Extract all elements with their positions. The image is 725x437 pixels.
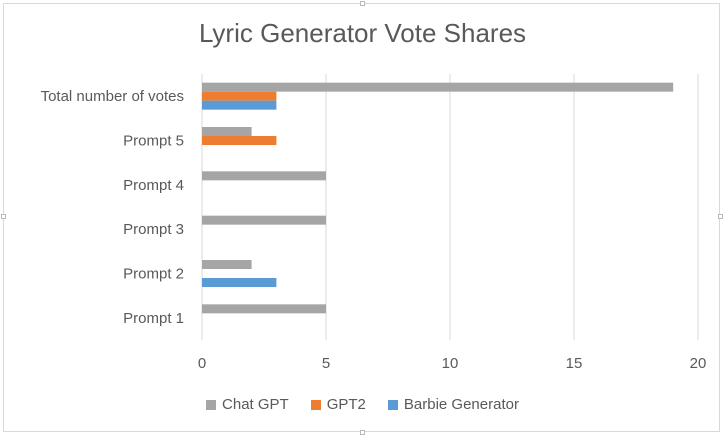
y-tick-label: Prompt 2 [123,266,184,283]
bar-chat-gpt [202,215,326,225]
x-tick-label: 10 [442,355,459,372]
bar-gpt2 [202,91,277,101]
y-tick-label: Prompt 3 [123,221,184,238]
legend-item: Barbie Generator [387,396,519,413]
legend-swatch [387,399,398,410]
legend-item: GPT2 [310,396,366,413]
bar-chat-gpt [202,260,252,269]
resize-handle-top[interactable] [360,1,365,6]
legend-swatch [310,399,321,410]
legend-swatch [206,399,217,410]
x-tick-label: 5 [322,355,330,372]
y-tick-label: Prompt 5 [123,133,184,150]
y-tick-label: Total number of votes [41,88,184,105]
legend-label: Chat GPT [222,396,289,413]
chart-frame [3,3,720,432]
bar-chat-gpt [202,127,252,136]
y-tick-label: Prompt 4 [123,177,184,194]
legend-item: Chat GPT [206,396,289,413]
x-tick-label: 15 [566,355,583,372]
resize-handle-bottom[interactable] [360,430,365,435]
bar-chat-gpt [202,171,326,181]
bar-barbie-generator [202,278,277,287]
bar-gpt2 [202,136,277,145]
x-tick-label: 20 [690,355,707,372]
chart-legend: Chat GPT GPT2 Barbie Generator [0,396,725,413]
legend-label: GPT2 [326,396,366,413]
chart-title: Lyric Generator Vote Shares [198,18,527,48]
resize-handle-right[interactable] [718,214,723,219]
legend-label: Barbie Generator [403,396,519,413]
resize-handle-left[interactable] [1,214,6,219]
y-tick-label: Prompt 1 [123,310,184,327]
bar-chat-gpt [202,304,326,314]
x-tick-label: 0 [198,355,206,372]
bar-chat-gpt [202,82,674,92]
bar-barbie-generator [202,100,277,110]
